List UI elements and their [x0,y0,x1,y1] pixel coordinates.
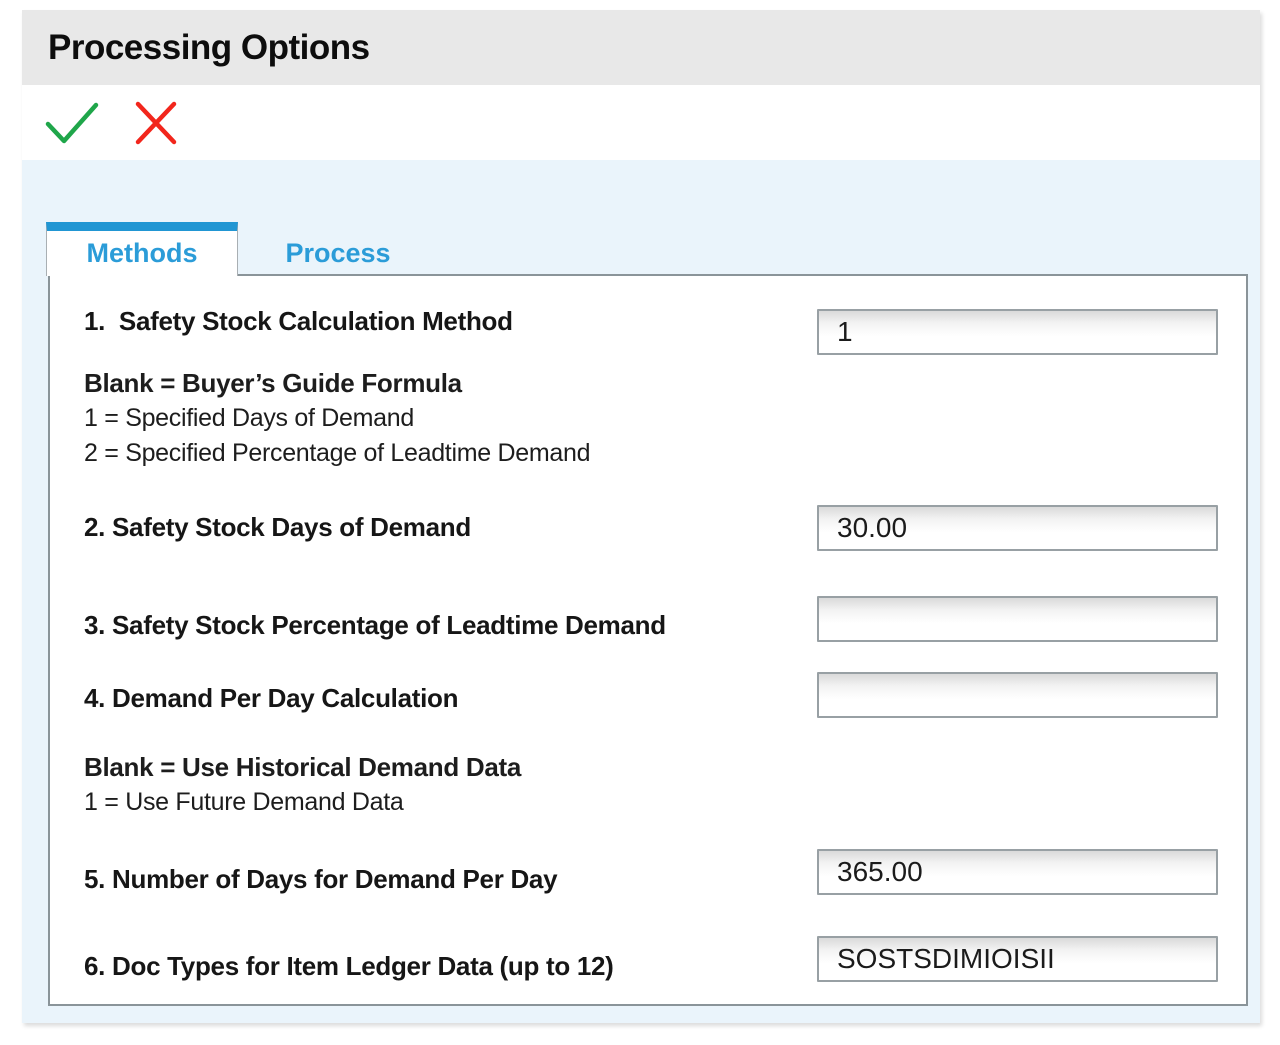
close-icon [135,101,177,144]
option-5-input[interactable] [817,849,1218,895]
option-2-label: 2. Safety Stock Days of Demand [84,512,471,542]
processing-options-dialog: Processing Options Methods Process 1. Sa… [22,10,1260,1023]
tab-methods[interactable]: Methods [46,222,238,276]
option-1-help-2: 2 = Specified Percentage of Leadtime Dem… [84,439,591,467]
dialog-content: Methods Process 1. Safety Stock Calculat… [22,160,1260,1023]
tab-methods-label: Methods [86,238,198,268]
option-4-label: 4. Demand Per Day Calculation [84,683,459,713]
check-icon [45,102,99,143]
option-5-label: 5. Number of Days for Demand Per Day [84,864,558,894]
options-panel: 1. Safety Stock Calculation Method Blank… [48,274,1248,1006]
cancel-button[interactable] [126,93,186,153]
ok-button[interactable] [42,93,102,153]
dialog-toolbar [22,85,1260,160]
option-4-help-blank: Blank = Use Historical Demand Data [84,752,522,782]
tab-process[interactable]: Process [238,222,438,276]
option-6-input[interactable] [817,936,1218,982]
option-3-input[interactable] [817,596,1218,642]
option-6-label: 6. Doc Types for Item Ledger Data (up to… [84,951,614,981]
dialog-title: Processing Options [48,27,370,67]
option-1-help-blank: Blank = Buyer’s Guide Formula [84,368,462,398]
option-3-label: 3. Safety Stock Percentage of Leadtime D… [84,610,666,640]
option-1-input[interactable] [817,309,1218,355]
option-2-input[interactable] [817,505,1218,551]
dialog-titlebar: Processing Options [22,10,1260,85]
option-1-help-1: 1 = Specified Days of Demand [84,404,414,432]
option-1-label: 1. Safety Stock Calculation Method [84,306,513,336]
option-4-input[interactable] [817,672,1218,718]
option-4-help-1: 1 = Use Future Demand Data [84,788,404,816]
tab-process-label: Process [285,238,391,268]
